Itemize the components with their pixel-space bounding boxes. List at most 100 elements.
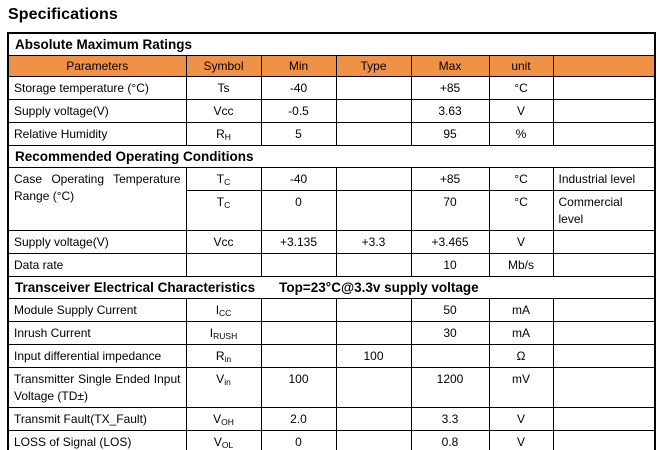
- cell-max: +85: [410, 167, 490, 191]
- column-header-unit: unit: [488, 55, 554, 77]
- cell-parameter: Inrush Current: [7, 321, 187, 345]
- cell-min: 2.0: [260, 407, 337, 431]
- cell-unit: V: [488, 407, 554, 431]
- cell-parameter: Supply voltage(V): [7, 99, 187, 123]
- cell-symbol: Rin: [185, 344, 262, 368]
- section-header-row: Absolute Maximum Ratings: [7, 32, 656, 56]
- column-header-symbol: Symbol: [185, 55, 262, 77]
- cell-max: 10: [410, 253, 490, 277]
- cell-max: 50: [410, 298, 490, 322]
- table-row: Storage temperature (°C) Ts -40 +85 °C: [7, 76, 656, 100]
- table-row: Module Supply Current ICC 50 mA: [7, 298, 656, 322]
- page-title: Specifications: [8, 6, 118, 23]
- cell-note: [552, 253, 656, 277]
- section-header-row: Recommended Operating Conditions: [7, 145, 656, 168]
- symbol-base: V: [213, 435, 222, 449]
- column-header-type: Type: [335, 55, 412, 77]
- column-header-row: Parameters Symbol Min Type Max unit: [7, 55, 656, 77]
- cell-min: -0.5: [260, 99, 337, 123]
- cell-unit: %: [488, 122, 554, 146]
- cell-type: +3.3: [335, 230, 412, 254]
- cell-max: 30: [410, 321, 490, 345]
- cell-unit: °C: [488, 190, 554, 231]
- cell-max: 3.63: [410, 99, 490, 123]
- cell-max: 95: [410, 122, 490, 146]
- cell-note: Industrial level: [552, 167, 656, 191]
- cell-symbol: Ts: [185, 76, 262, 100]
- cell-note: [552, 367, 656, 408]
- cell-unit: mA: [488, 298, 554, 322]
- column-header-max: Max: [410, 55, 490, 77]
- symbol-base: Vcc: [213, 235, 234, 249]
- symbol-subscript: OH: [221, 417, 234, 427]
- section-title-cell: Recommended Operating Conditions: [7, 145, 656, 168]
- symbol-subscript: C: [224, 200, 231, 210]
- cell-symbol: RH: [185, 122, 262, 146]
- symbol-subscript: in: [224, 377, 231, 387]
- cell-unit: °C: [488, 167, 554, 191]
- cell-unit: V: [488, 430, 554, 450]
- cell-parameter: Supply voltage(V): [7, 230, 187, 254]
- cell-type: [335, 167, 412, 191]
- cell-parameter: LOSS of Signal (LOS): [7, 430, 187, 450]
- symbol-subscript: H: [224, 132, 231, 142]
- cell-min: 0: [260, 430, 337, 450]
- cell-type: [335, 321, 412, 345]
- cell-min: 5: [260, 122, 337, 146]
- cell-parameter: Storage temperature (°C): [7, 76, 187, 100]
- cell-note: [552, 298, 656, 322]
- symbol-base: Vcc: [213, 104, 234, 118]
- cell-type: [335, 407, 412, 431]
- column-header-parameters: Parameters: [7, 55, 187, 77]
- cell-type: [335, 122, 412, 146]
- section-subtitle: Top=23°C@3.3v supply voltage: [279, 280, 479, 295]
- cell-parameter: Case Operating Temperature Range (°C): [7, 167, 187, 231]
- cell-parameter: Data rate: [7, 253, 187, 277]
- table-row: LOSS of Signal (LOS) VOL 0 0.8 V: [7, 430, 656, 450]
- cell-max: 0.8: [410, 430, 490, 450]
- column-header-min: Min: [260, 55, 337, 77]
- cell-max: 3.3: [410, 407, 490, 431]
- cell-min: [260, 253, 337, 277]
- symbol-base: T: [216, 195, 225, 209]
- cell-note: Commercial level: [552, 190, 656, 231]
- cell-unit: °C: [488, 76, 554, 100]
- section-title: Recommended Operating Conditions: [15, 149, 254, 164]
- symbol-subscript: in: [224, 354, 232, 364]
- cell-note: [552, 230, 656, 254]
- cell-type: [335, 190, 412, 231]
- cell-unit: mA: [488, 321, 554, 345]
- cell-type: [335, 99, 412, 123]
- cell-symbol: IRUSH: [185, 321, 262, 345]
- cell-unit: V: [488, 230, 554, 254]
- cell-max: +3.465: [410, 230, 490, 254]
- section-title-cell: Transceiver Electrical Characteristics To…: [7, 276, 656, 299]
- cell-min: 0: [260, 190, 337, 231]
- cell-min: [260, 321, 337, 345]
- cell-max: 70: [410, 190, 490, 231]
- section-title: Transceiver Electrical Characteristics: [15, 280, 256, 295]
- cell-min: +3.135: [260, 230, 337, 254]
- column-header-blank: [552, 55, 656, 77]
- cell-symbol: Vin: [185, 367, 262, 408]
- cell-unit: Ω: [488, 344, 554, 368]
- symbol-subscript: RUSH: [213, 331, 238, 341]
- section-title-cell: Absolute Maximum Ratings: [7, 32, 656, 56]
- cell-symbol: ICC: [185, 298, 262, 322]
- section-title: Absolute Maximum Ratings: [15, 37, 193, 52]
- cell-symbol: TC: [185, 167, 262, 191]
- cell-note: [552, 407, 656, 431]
- table-row: Inrush Current IRUSH 30 mA: [7, 321, 656, 345]
- table-row: Data rate 10 Mb/s: [7, 253, 656, 277]
- cell-note: [552, 122, 656, 146]
- symbol-subscript: C: [224, 177, 231, 187]
- cell-note: [552, 344, 656, 368]
- cell-unit: mV: [488, 367, 554, 408]
- symbol-base: V: [213, 412, 222, 426]
- cell-parameter: Transmit Fault(TX_Fault): [7, 407, 187, 431]
- table-row: Transmit Fault(TX_Fault) VOH 2.0 3.3 V: [7, 407, 656, 431]
- cell-type: [335, 253, 412, 277]
- cell-note: [552, 76, 656, 100]
- symbol-subscript: CC: [219, 308, 232, 318]
- cell-note: [552, 430, 656, 450]
